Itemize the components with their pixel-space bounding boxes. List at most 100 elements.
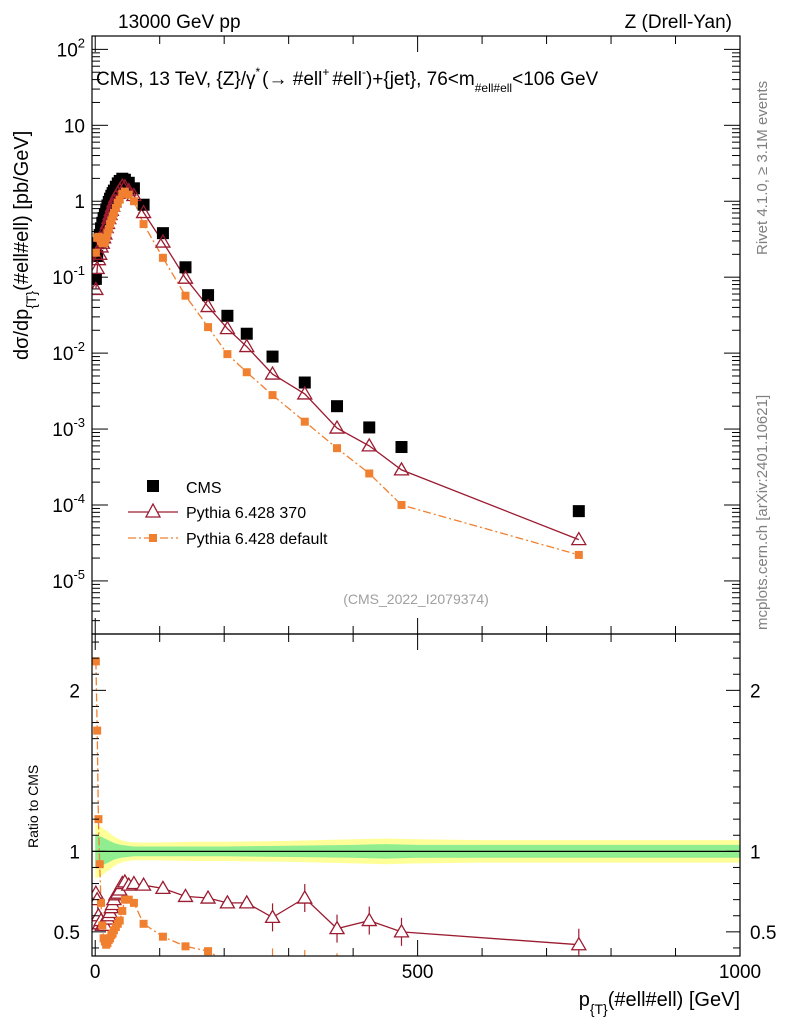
pythia-default-point [102, 233, 111, 242]
pythia-370-point [154, 233, 172, 248]
ratio-pythia-default-point [204, 947, 213, 956]
analysis-id-watermark: (CMS_2022_I2079374) [343, 591, 489, 607]
main-y-tick-label: 10 [64, 116, 85, 137]
ratio-pythia-370-point [199, 889, 217, 904]
ratio-pythia-default-point [124, 895, 133, 904]
pythia-370-point [177, 269, 194, 284]
cms-data-point [298, 376, 311, 389]
pythia-default-point [268, 391, 277, 400]
pythia-370-point [92, 260, 106, 275]
cms-data-point [363, 421, 376, 434]
pythia-370-point [264, 365, 281, 380]
ratio-pythia-default-point [575, 966, 583, 974]
pythia-370-point [135, 204, 152, 219]
pythia-default-point [397, 500, 406, 509]
ratio-y-tick-label-left: 0.5 [54, 923, 80, 944]
ratio-y-tick-label-left: 2 [69, 681, 80, 702]
legend-marker-cms [147, 480, 159, 492]
legend-marker-pythia-370 [144, 502, 162, 518]
pythia-default-point [158, 253, 167, 262]
ratio-pythia-370-point [296, 889, 313, 904]
main-y-tick-label: 1 [74, 192, 85, 213]
ratio-pythia-default-point [93, 726, 102, 735]
pythia-default-point [109, 209, 118, 218]
main-axis-ticks: 102 10 1 10-1 10-2 10-3 10-4 10-5 [52, 35, 741, 635]
ratio-pythia-370-point [264, 909, 281, 924]
pythia-default-point [100, 238, 109, 247]
pythia-370-point [328, 419, 346, 434]
plot-title: CMS, 13 TeV, {Z}/γ* (→ #ell+ #ell-)+{jet},… [96, 65, 599, 95]
ratio-pythia-default-point [333, 963, 341, 971]
pythia-default-point [300, 417, 309, 426]
ratio-y-tick-label-right: 0.5 [750, 923, 776, 944]
pythia-default-point [181, 291, 190, 300]
pythia-default-point [574, 550, 583, 559]
ratio-x-tick-label: 500 [402, 962, 434, 983]
ratio-panel: 0.5 0.5 1 1 2 2 0 500 1000 Ratio to CMS p{T}(#el… [25, 633, 776, 1017]
legend-label-pythia-370: Pythia 6.428 370 [186, 505, 306, 522]
pythia-default-point [365, 469, 374, 478]
ratio-pythia-370-point [393, 923, 410, 938]
cms-data-point [179, 261, 192, 274]
mcplots-credit-label: mcplots.cern.ch [arXiv:2401.10621] [754, 395, 771, 630]
main-y-tick-label: 10-4 [52, 491, 85, 517]
pythia-370-point [570, 531, 587, 546]
ratio-pythia-default-point [269, 958, 277, 966]
pythia-default-point [103, 229, 112, 238]
ratio-pythia-370-point [177, 888, 194, 903]
legend-marker-pythia-default [149, 534, 157, 542]
main-series-lines [95, 185, 580, 556]
ratio-axis-ticks: 0.5 0.5 1 1 2 2 0 500 1000 [54, 634, 776, 983]
main-y-tick-label: 10-5 [52, 567, 85, 593]
ratio-pythia-default-point [243, 958, 251, 966]
ratio-pythia-default-point [92, 657, 100, 666]
cms-data-point [221, 309, 234, 322]
cms-data-point [92, 272, 102, 285]
header-process-right: Z (Drell-Yan) [625, 12, 732, 33]
ratio-pythia-default-point [97, 898, 106, 907]
pythia-default-point [139, 220, 148, 229]
ratio-x-axis-label: p{T}(#ell#ell) [GeV] [579, 989, 740, 1017]
cms-data-point [202, 289, 215, 302]
pythia-default-point [333, 444, 342, 453]
ratio-pythia-370-point [361, 912, 378, 927]
ratio-pythia-default-point [158, 932, 167, 941]
ratio-y-axis-label: Ratio to CMS [25, 765, 41, 848]
main-panel: 102 10 1 10-1 10-2 10-3 10-4 10-5 CMS, 13 TeV, … [11, 35, 741, 635]
ratio-pythia-default-point [115, 916, 124, 925]
ratio-pythia-default-point [301, 960, 309, 968]
ratio-y-tick-label-right: 1 [750, 842, 761, 863]
cms-data-point [395, 441, 408, 454]
main-series-markers [92, 172, 587, 559]
pythia-370-point [238, 338, 255, 353]
pythia-370-point [361, 437, 378, 452]
main-y-tick-label: 10-2 [52, 339, 85, 365]
pythia-370-point [219, 320, 236, 335]
cms-data-point [240, 327, 253, 340]
ratio-series-markers [92, 657, 587, 974]
main-line-1 [95, 185, 580, 541]
legend-label-cms: CMS [186, 480, 222, 497]
pythia-default-point [111, 203, 120, 212]
ratio-x-tick-label: 0 [90, 962, 101, 983]
ratio-y-tick-label-left: 1 [69, 842, 80, 863]
pythia-default-point [129, 197, 138, 206]
header-process-left: 13000 GeV pp [118, 12, 241, 33]
ratio-pythia-370-point [135, 876, 152, 891]
pythia-default-point [115, 195, 124, 204]
pythia-370-point [199, 298, 217, 313]
ratio-pythia-370-point [154, 880, 172, 895]
pythia-default-point [92, 248, 100, 257]
main-y-tick-label: 102 [57, 35, 85, 61]
pythia-default-point [104, 225, 113, 234]
main-y-tick-label: 10-1 [52, 263, 85, 289]
cms-data-point [331, 400, 344, 413]
ratio-x-tick-label: 1000 [719, 962, 761, 983]
legend: CMS Pythia 6.428 370 Pythia 6.428 defaul… [128, 480, 328, 548]
main-line-2 [95, 190, 579, 556]
ratio-pythia-370-point [219, 894, 236, 909]
ratio-pythia-default-point [118, 906, 127, 915]
ratio-pythia-default-point [139, 919, 148, 928]
cms-data-point [572, 505, 585, 518]
main-y-axis-label: dσ/dp{T}(#ell#ell) [pb/GeV] [11, 131, 39, 360]
